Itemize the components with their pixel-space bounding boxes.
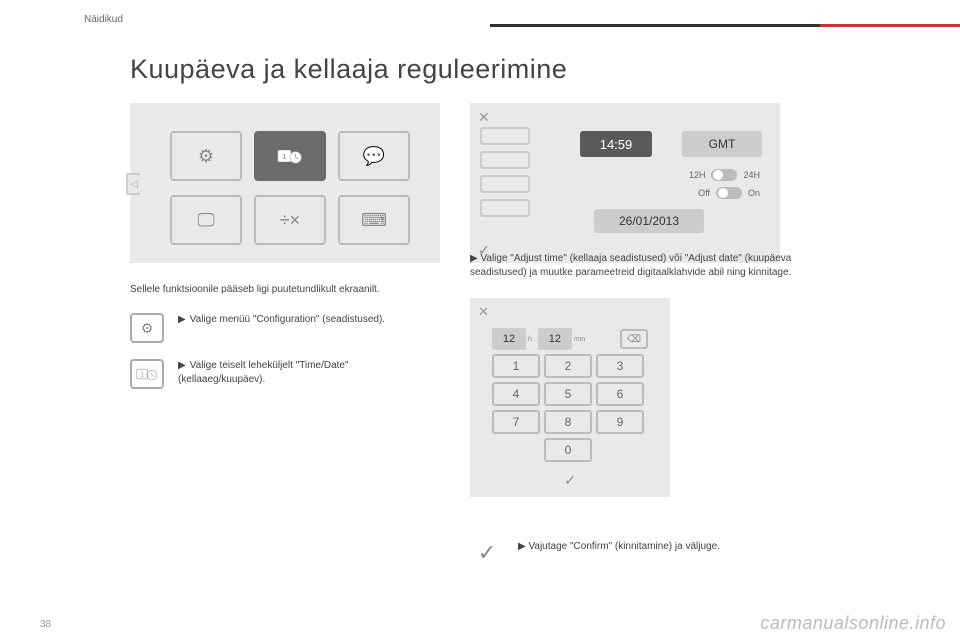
- keypad-key-9: 9: [596, 410, 644, 434]
- settings-menu-screenshot: ◁ ⚙ 1 💬 🖵 ÷× ⌨: [130, 103, 440, 263]
- bullet-icon: ▶: [470, 253, 480, 264]
- side-tabs: [480, 127, 530, 217]
- tile-system: ⌨: [338, 195, 410, 245]
- keypad-key-2: 2: [544, 354, 592, 378]
- calculator-icon: ÷×: [280, 210, 300, 231]
- tile-units: ÷×: [254, 195, 326, 245]
- tile-settings: ⚙: [170, 131, 242, 181]
- time-date-screenshot: ✕ 14:59 GMT 12H 24H Off On: [470, 103, 780, 263]
- monitor-icon: 🖵: [197, 210, 214, 231]
- side-tab: [480, 151, 530, 169]
- gear-icon: ⚙: [130, 313, 164, 343]
- panel-expand-handle: ◁: [126, 173, 140, 195]
- bullet-icon: ▶: [178, 314, 186, 325]
- section-label: Näidikud: [84, 14, 123, 25]
- keyboard-icon: ⌨: [361, 210, 387, 231]
- timezone-chip: GMT: [682, 131, 762, 157]
- date-value-chip: 26/01/2013: [594, 209, 704, 233]
- check-icon: ✓: [470, 540, 504, 566]
- switch-icon: [716, 187, 742, 199]
- backspace-icon: ⌫: [620, 329, 648, 349]
- keypad-key-6: 6: [596, 382, 644, 406]
- hour-format-toggle: 12H 24H: [689, 169, 760, 181]
- watermark: carmanualsonline.info: [760, 613, 946, 634]
- numeric-keypad: 1 2 3 4 5 6 7 8 9 0: [492, 354, 648, 462]
- toggle-right-label: 24H: [743, 170, 760, 180]
- gear-icon: ⚙: [198, 146, 214, 167]
- keypad-key-3: 3: [596, 354, 644, 378]
- step-text: Valige menüü "Configuration" (seadistuse…: [190, 314, 385, 325]
- side-tab: [480, 199, 530, 217]
- page-number: 38: [40, 619, 51, 630]
- keypad-key-8: 8: [544, 410, 592, 434]
- keypad-key-0: 0: [544, 438, 592, 462]
- tile-display: 🖵: [170, 195, 242, 245]
- keypad-screenshot: ✕ 12 h 12 min ⌫ 1 2 3 4 5 6 7 8: [470, 298, 670, 497]
- close-icon: ✕: [478, 109, 490, 126]
- keypad-key-5: 5: [544, 382, 592, 406]
- close-icon: ✕: [478, 304, 489, 320]
- confirm-text: Vajutage "Confirm" (kinnitamine) ja välj…: [528, 541, 719, 552]
- time-value-chip: 14:59: [580, 131, 652, 157]
- bullet-icon: ▶: [518, 541, 528, 552]
- tile-languages: 💬: [338, 131, 410, 181]
- toggle-left-label: 12H: [689, 170, 706, 180]
- toggle-left-label: Off: [698, 188, 710, 198]
- svg-text:1: 1: [141, 372, 145, 378]
- keypad-key-4: 4: [492, 382, 540, 406]
- step-confirm: ✓ ▶ Vajutage "Confirm" (kinnitamine) ja …: [470, 540, 720, 566]
- bullet-icon: ▶: [178, 360, 186, 371]
- hours-label: h: [528, 336, 532, 343]
- hours-value: 12: [492, 328, 526, 350]
- adjust-instruction-text: Valige "Adjust time" (kellaaja seadistus…: [470, 253, 791, 278]
- side-tab: [480, 127, 530, 145]
- confirm-check-icon: ✓: [474, 472, 666, 493]
- svg-text:1: 1: [282, 154, 286, 161]
- intro-text: Sellele funktsioonile pääseb ligi puutet…: [130, 283, 410, 297]
- step-text: Valige teiselt leheküljelt "Time/Date" (…: [178, 360, 349, 385]
- keypad-key-7: 7: [492, 410, 540, 434]
- minutes-value: 12: [538, 328, 572, 350]
- switch-icon: [711, 169, 737, 181]
- auto-toggle: Off On: [698, 187, 760, 199]
- calendar-clock-icon: 1: [130, 359, 164, 389]
- keypad-key-1: 1: [492, 354, 540, 378]
- side-tab: [480, 175, 530, 193]
- toggle-right-label: On: [748, 188, 760, 198]
- calendar-clock-icon: 1: [276, 145, 304, 167]
- minutes-label: min: [574, 336, 585, 343]
- speech-icon: 💬: [363, 146, 385, 167]
- page-title: Kuupäeva ja kellaaja reguleerimine: [130, 54, 920, 85]
- tile-time-date: 1: [254, 131, 326, 181]
- header-divider: [490, 24, 960, 27]
